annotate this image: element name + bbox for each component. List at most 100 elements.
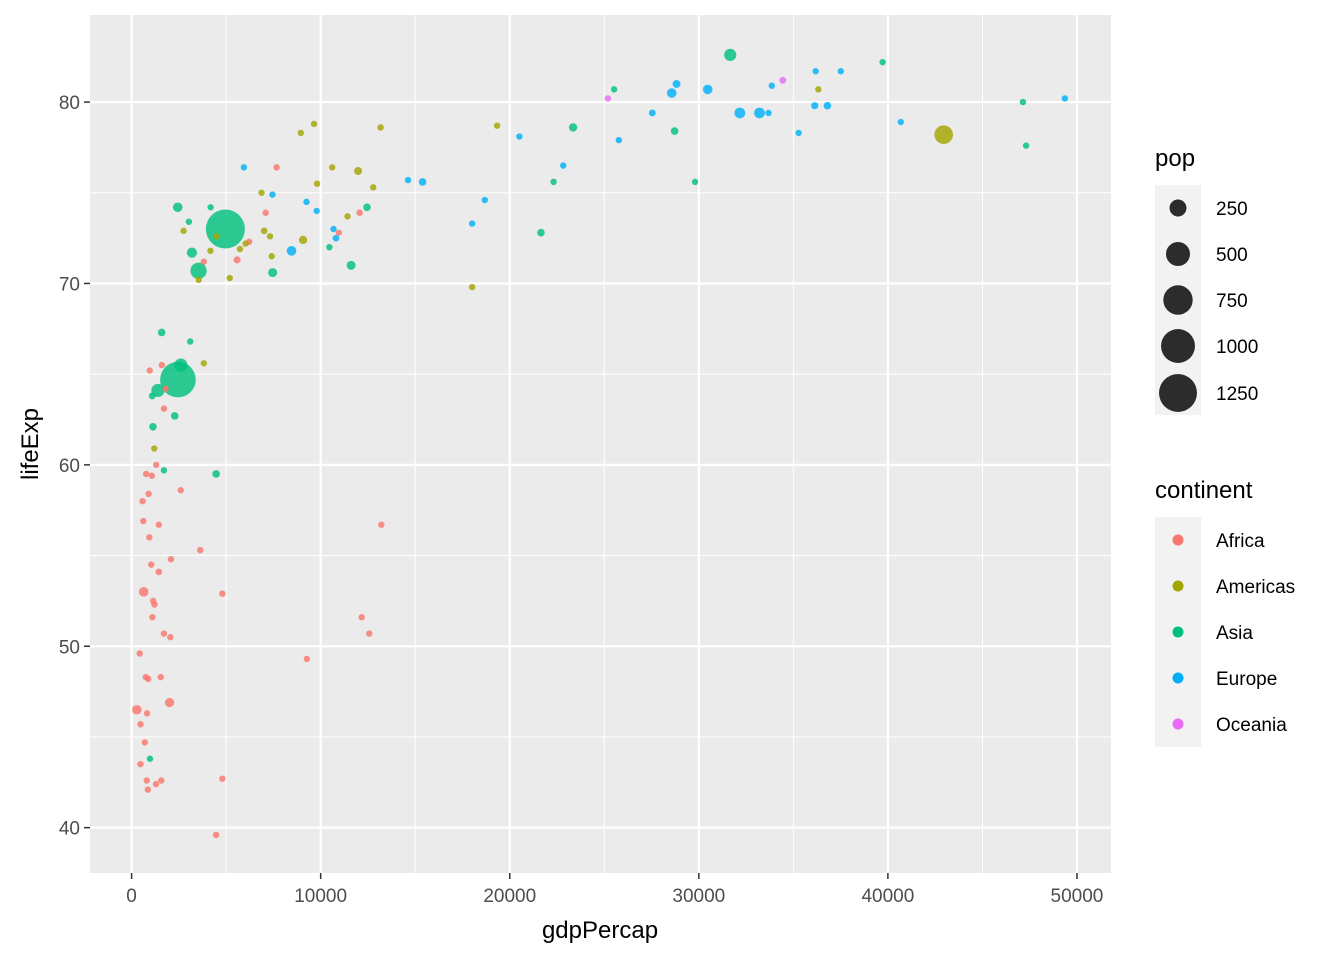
data-point-africa — [137, 760, 144, 768]
x-axis-title: gdpPercap — [542, 917, 658, 944]
data-point-americas — [468, 283, 476, 291]
data-point-africa — [143, 777, 150, 784]
size-legend-key — [1161, 329, 1195, 363]
data-point-asia — [149, 422, 157, 431]
size-legend-label: 1250 — [1216, 384, 1258, 405]
data-point-europe — [269, 191, 276, 198]
data-point-europe — [754, 107, 765, 119]
data-point-africa — [158, 361, 166, 369]
data-point-africa — [273, 164, 280, 171]
data-point-americas — [268, 253, 275, 260]
data-point-europe — [823, 101, 832, 110]
data-point-europe — [404, 176, 412, 184]
data-point-asia — [185, 218, 193, 225]
data-point-europe — [812, 68, 819, 75]
data-point-asia — [610, 86, 618, 93]
data-point-americas — [242, 240, 249, 247]
x-tick-label: 50000 — [1051, 886, 1104, 907]
size-legend-title: pop — [1155, 145, 1195, 172]
data-point-americas — [313, 180, 321, 187]
data-point-africa — [143, 710, 151, 717]
data-point-americas — [213, 233, 220, 240]
color-legend-label: Europe — [1216, 669, 1277, 690]
data-point-europe — [332, 234, 340, 242]
data-point-asia — [268, 268, 278, 278]
data-point-europe — [240, 164, 248, 171]
size-legend-key — [1163, 285, 1193, 315]
data-point-europe — [560, 162, 567, 169]
data-point-africa — [366, 630, 373, 637]
minor-gridlines — [90, 15, 1111, 873]
data-point-americas — [329, 164, 336, 171]
data-point-africa — [219, 775, 226, 782]
data-point-africa — [148, 472, 156, 479]
data-point-americas — [934, 125, 953, 145]
data-point-oceania — [604, 95, 612, 102]
data-point-africa — [356, 209, 363, 216]
data-point-africa — [132, 704, 142, 715]
y-tick-label: 50 — [59, 637, 80, 658]
plot-panel — [90, 15, 1111, 873]
x-tick-label: 30000 — [672, 886, 725, 907]
data-point-africa — [140, 517, 147, 525]
data-point-asia — [146, 755, 154, 762]
size-legend-key — [1165, 241, 1191, 267]
y-axis-ticks: 40 50 60 70 80 — [59, 93, 90, 840]
data-point-africa — [335, 229, 343, 236]
data-point-africa — [378, 521, 385, 528]
data-point-africa — [200, 258, 208, 265]
data-point-americas — [180, 227, 187, 235]
data-point-europe — [734, 107, 746, 119]
data-point-africa — [158, 777, 165, 784]
data-point-africa — [137, 721, 144, 728]
data-point-africa — [262, 209, 269, 216]
data-point-americas — [236, 245, 244, 253]
data-point-europe — [648, 109, 656, 117]
data-point-asia — [1022, 142, 1030, 149]
data-point-africa — [155, 521, 163, 528]
y-tick-label: 70 — [59, 274, 80, 295]
data-point-africa — [138, 587, 149, 597]
data-point-asia — [326, 243, 333, 251]
color-legend: continent Africa Americas Asia Europe Oceani… — [1155, 477, 1295, 747]
x-tick-label: 20000 — [483, 886, 536, 907]
data-point-africa — [233, 256, 241, 264]
size-legend-label: 250 — [1216, 199, 1248, 220]
y-axis-title: lifeExp — [17, 408, 44, 480]
color-legend-key-africa — [1172, 534, 1184, 546]
data-point-americas — [260, 227, 268, 235]
data-point-africa — [162, 385, 169, 392]
x-tick-label: 10000 — [294, 886, 347, 907]
data-point-europe — [765, 109, 772, 117]
data-point-europe — [418, 178, 427, 186]
data-point-africa — [164, 697, 175, 708]
data-point-africa — [212, 831, 220, 839]
size-legend: pop 250 500 750 1000 1250 — [1155, 145, 1258, 415]
data-point-asia — [568, 123, 578, 132]
data-point-europe — [313, 207, 320, 215]
data-point-asia — [190, 262, 207, 279]
data-point-europe — [702, 84, 713, 95]
data-point-europe — [1061, 95, 1069, 102]
data-point-oceania — [779, 76, 787, 84]
data-point-asia — [212, 470, 220, 478]
data-point-asia — [550, 178, 557, 186]
data-point-africa — [139, 497, 146, 505]
data-point-africa — [142, 470, 150, 478]
major-gridlines — [90, 15, 1111, 873]
color-legend-label: Oceania — [1216, 715, 1287, 736]
data-point-asia — [879, 58, 886, 66]
data-point-americas — [310, 120, 318, 128]
data-point-africa — [148, 561, 155, 568]
size-legend-label: 1000 — [1216, 337, 1258, 358]
size-legend-label: 750 — [1216, 291, 1248, 312]
data-point-americas — [195, 276, 202, 284]
data-point-europe — [672, 79, 681, 88]
data-point-africa — [145, 490, 152, 498]
data-point-asia — [160, 467, 168, 474]
y-tick-label: 80 — [59, 93, 80, 114]
color-legend-label: Americas — [1216, 577, 1295, 598]
data-point-americas — [298, 235, 308, 245]
data-point-africa — [160, 630, 168, 637]
